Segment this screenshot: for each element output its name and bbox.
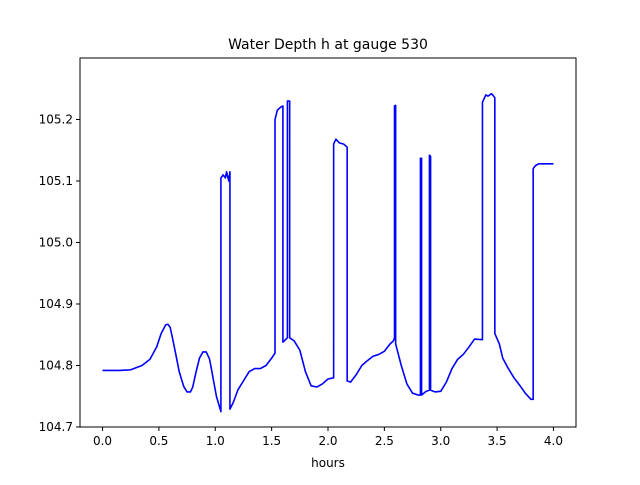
x-tick-label: 1.0 [206, 434, 225, 448]
x-tick-label: 0.5 [149, 434, 168, 448]
x-axis-label: hours [311, 456, 345, 470]
y-tick-label: 105.0 [39, 236, 73, 250]
y-tick-label: 104.7 [39, 420, 73, 434]
x-tick-label: 3.5 [488, 434, 507, 448]
chart-title: Water Depth h at gauge 530 [228, 37, 428, 53]
x-tick-label: 1.5 [262, 434, 281, 448]
y-tick-label: 104.8 [39, 359, 73, 373]
x-tick-label: 4.0 [544, 434, 563, 448]
series-line [102, 92, 554, 413]
y-axis: 104.7 104.8 104.9 105.0 105.1 105.2 [39, 113, 80, 434]
x-tick-label: 0.0 [93, 434, 112, 448]
x-tick-label: 3.0 [431, 434, 450, 448]
plot-area [80, 58, 576, 427]
x-axis: 0.0 0.5 1.0 1.5 2.0 2.5 3.0 3.5 4.0 [93, 427, 563, 448]
x-tick-label: 2.0 [318, 434, 337, 448]
x-tick-label: 2.5 [375, 434, 394, 448]
series-layer [102, 92, 554, 413]
y-tick-label: 105.2 [39, 113, 73, 127]
y-tick-label: 104.9 [39, 297, 73, 311]
y-tick-label: 105.1 [39, 174, 73, 188]
